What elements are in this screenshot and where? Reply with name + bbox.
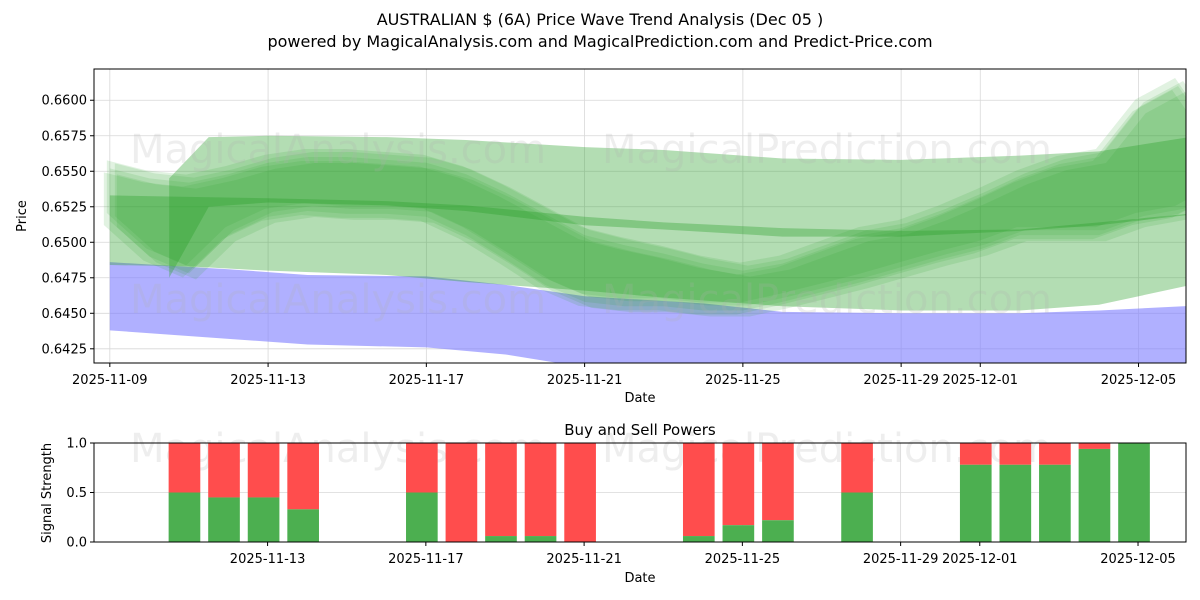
buy-power-bar [168,492,201,542]
buy-power-bar [208,497,240,542]
price-x-tick-label: 2025-11-13 [230,373,306,388]
sell-power-bar [485,443,517,537]
price-y-tick-label: 0.6575 [42,129,88,144]
price-plot-frame [93,68,1187,364]
sell-power-bar [168,443,201,493]
buy-power-bar [722,525,755,542]
sell-power-bar [524,443,557,537]
price-y-tick-label: 0.6500 [42,236,88,251]
buy-power-bar [287,509,319,542]
price-axes: 2025-11-09 2025-11-13 2025-11-17 2025-11-21… [42,94,1177,388]
wave-path-3 [106,78,1186,303]
powers-bars [168,443,1150,542]
sell-power-bar [999,443,1032,465]
price-y-tick-label: 0.6425 [42,342,88,357]
sell-power-bar [445,443,478,542]
price-y-axis-label: Price [15,200,30,232]
buy-power-bar [1078,448,1111,542]
sell-power-bar [1039,443,1071,465]
sell-power-bar [208,443,240,498]
band-historical-price-band [109,262,1186,363]
price-y-tick-label: 0.6450 [42,307,88,322]
sell-power-bar [247,443,280,498]
watermark-top-right: MagicalPrediction.com [602,127,1052,173]
band-upper-forecast-band [169,135,1186,278]
sell-power-bar [722,443,755,526]
price-y-tick-label: 0.6475 [42,271,88,286]
chart-title: AUSTRALIAN $ (6A) Price Wave Trend Analy… [377,10,824,29]
sell-power-bar [682,443,715,537]
sell-power-bar [406,443,438,493]
sell-power-bar [762,443,794,521]
price-y-tick-label: 0.6550 [42,165,88,180]
buy-power-bar [999,464,1032,542]
powers-x-tick-label: 2025-12-05 [1100,552,1176,567]
price-x-axis-label: Date [624,391,655,406]
sell-power-bar [959,443,992,465]
price-series-layer [103,78,1186,363]
price-x-tick-label: 2025-11-21 [547,373,623,388]
powers-x-tick-label: 2025-11-13 [230,552,306,567]
buy-power-bar [1118,443,1150,542]
buy-power-bar [959,464,992,542]
powers-x-tick-label: 2025-11-25 [705,552,781,567]
powers-axes: 2025-11-13 2025-11-17 2025-11-21 2025-11-25… [66,437,1175,568]
band-wide-forecast-band [109,195,1186,311]
price-watermarks: MagicalAnalysis.com MagicalPrediction.co… [130,127,1052,323]
watermark-mid-right: MagicalPrediction.com [602,277,1052,323]
sell-power-bar [564,443,596,542]
sell-power-bar [1078,443,1111,449]
powers-y-axis-label: Signal Strength [40,443,55,543]
price-x-tick-label: 2025-11-09 [72,373,148,388]
powers-title: Buy and Sell Powers [564,421,716,439]
wave-path-1 [103,90,1186,315]
buy-power-bar [841,492,873,542]
price-y-tick-label: 0.6600 [42,94,88,109]
powers-y-tick-label: 0.5 [66,486,87,501]
buy-power-bar [682,536,715,542]
powers-x-tick-label: 2025-11-17 [388,552,464,567]
buy-power-bar [485,536,517,542]
buy-power-bar [406,492,438,542]
watermark-top-left: MagicalAnalysis.com [130,127,546,173]
powers-x-axis-label: Date [624,571,655,586]
sell-power-bar [841,443,873,493]
wave-path-2 [114,81,1186,306]
powers-x-tick-label: 2025-11-21 [546,552,622,567]
chart-subtitle: powered by MagicalAnalysis.com and Magic… [267,32,932,51]
price-x-tick-label: 2025-11-29 [863,373,939,388]
powers-x-tick-label: 2025-12-01 [942,552,1018,567]
sell-power-bar [287,443,319,510]
price-x-tick-label: 2025-11-25 [705,373,781,388]
wave-path-4 [116,92,1186,317]
powers-y-tick-label: 0.0 [66,536,87,551]
watermark-mid-left: MagicalAnalysis.com [130,277,546,323]
price-y-tick-label: 0.6525 [42,200,88,215]
price-x-tick-label: 2025-12-01 [942,373,1018,388]
powers-x-tick-label: 2025-11-29 [863,552,939,567]
buy-power-bar [1039,464,1071,542]
price-x-tick-label: 2025-11-17 [389,373,465,388]
buy-power-bar [247,497,280,542]
powers-y-tick-label: 1.0 [66,437,87,452]
buy-power-bar [762,520,794,542]
buy-power-bar [524,536,557,542]
price-x-tick-label: 2025-12-05 [1101,373,1177,388]
wave-path-0 [109,86,1186,311]
